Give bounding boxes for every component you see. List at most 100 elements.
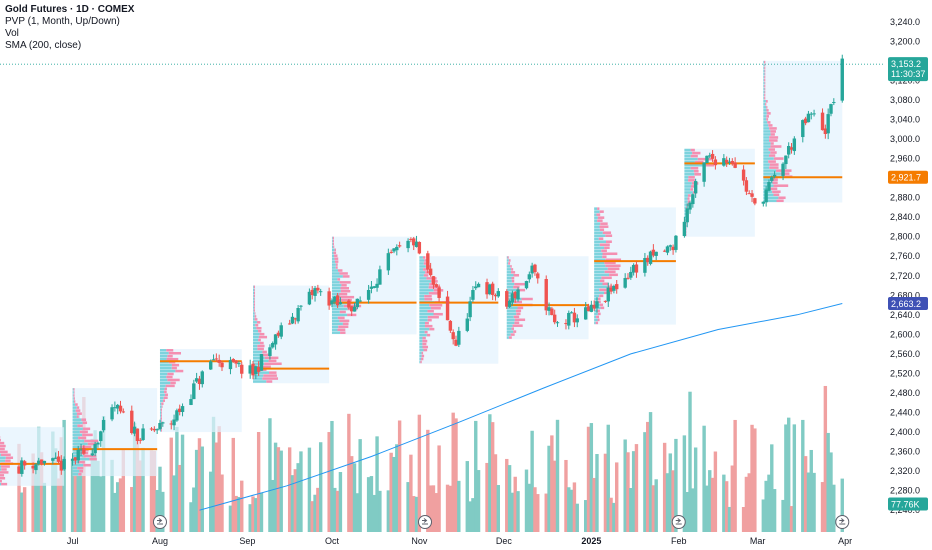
- candle-body: [536, 273, 540, 279]
- profile-down-bar: [597, 219, 603, 222]
- volume-bar: [832, 484, 836, 532]
- profile-up-bar: [763, 72, 765, 76]
- profile-down-bar: [766, 106, 768, 109]
- volume-bar: [115, 482, 120, 532]
- volume-bar: [335, 490, 340, 532]
- candle-body: [389, 251, 393, 253]
- profile-up-bar: [159, 381, 171, 385]
- volume-bar: [20, 492, 24, 532]
- candle-body: [158, 423, 162, 430]
- candle-body: [615, 284, 619, 290]
- pvp-indicator-label[interactable]: PVP (1, Month, Up/Down): [5, 16, 120, 27]
- profile-down-bar: [73, 388, 75, 391]
- candle-body: [189, 399, 193, 405]
- volume-bar: [646, 421, 650, 532]
- candle-body: [316, 287, 320, 291]
- profile-up-bar: [72, 473, 79, 476]
- profile-up-bar: [159, 399, 163, 402]
- volume-bar: [485, 462, 489, 532]
- profile-down-bar: [0, 441, 5, 445]
- profile-down-bar: [424, 298, 433, 301]
- profile-up-bar: [594, 270, 605, 274]
- profile-up-bar: [594, 309, 598, 313]
- event-marker-icon[interactable]: [671, 515, 686, 529]
- candle-body: [513, 292, 517, 299]
- candle-body: [59, 460, 64, 471]
- profile-up-bar: [594, 237, 599, 240]
- profile-down-bar: [1, 468, 7, 471]
- candle-body: [753, 198, 757, 204]
- candle-body: [485, 282, 489, 295]
- volume-bar: [820, 482, 825, 532]
- volume-bar: [530, 430, 534, 532]
- profile-down-bar: [776, 199, 784, 203]
- volume-bar: [533, 487, 537, 532]
- volume-bar: [457, 480, 461, 532]
- profile-up-bar: [763, 148, 769, 151]
- profile-down-bar: [764, 75, 766, 79]
- profile-down-bar: [253, 294, 256, 297]
- candle-body: [211, 359, 216, 361]
- profile-up-bar: [72, 403, 76, 406]
- time-tick-label: Nov: [411, 536, 428, 546]
- vol-indicator-label[interactable]: Vol: [5, 28, 19, 39]
- profile-up-bar: [72, 451, 81, 455]
- profile-down-bar: [513, 330, 517, 333]
- profile-up-bar: [419, 348, 424, 352]
- profile-down-bar: [602, 231, 612, 234]
- profile-down-bar: [423, 348, 428, 352]
- profile-down-bar: [83, 454, 97, 458]
- event-marker-icon[interactable]: [152, 515, 167, 529]
- profile-up-bar: [763, 178, 772, 181]
- volume-bar: [220, 474, 224, 532]
- event-markers[interactable]: [152, 515, 850, 529]
- profile-up-bar: [159, 366, 172, 370]
- profile-down-bar: [511, 271, 516, 274]
- event-marker-icon[interactable]: [835, 515, 850, 529]
- profile-up-bar: [72, 412, 77, 415]
- profile-down-bar: [508, 336, 512, 339]
- profile-up-bar: [331, 281, 340, 284]
- candle-body: [552, 314, 557, 323]
- profile-up-bar: [419, 306, 431, 310]
- profile-down-bar: [164, 390, 167, 394]
- sma-indicator-label[interactable]: SMA (200, close): [5, 40, 82, 51]
- volume-bar: [22, 487, 27, 532]
- profile-up-bar: [684, 176, 689, 179]
- candle-body: [488, 284, 492, 295]
- profile-up-bar: [253, 326, 257, 330]
- profile-down-bar: [333, 251, 337, 255]
- candle-body: [530, 265, 534, 274]
- event-marker-icon[interactable]: [418, 515, 432, 529]
- profile-up-bar: [159, 354, 168, 358]
- price-axis[interactable]: 3,240.03,200.03,120.03,080.03,040.03,000…: [884, 0, 932, 550]
- profile-down-bar: [426, 277, 437, 280]
- volume-bar: [192, 487, 196, 532]
- candle-body: [812, 113, 816, 115]
- profile-down-bar: [84, 439, 99, 443]
- profile-up-bar: [763, 112, 767, 115]
- profile-down-bar: [599, 288, 607, 292]
- symbol-title[interactable]: Gold Futures · 1D · COMEX: [5, 4, 135, 15]
- profile-up-bar: [331, 251, 334, 255]
- candle-body: [544, 279, 548, 311]
- profile-up-bar: [763, 115, 767, 118]
- price-badges: 3,153.211:30:37 2,921.7 2,663.2 77.76K: [888, 57, 928, 511]
- profile-up-bar: [684, 166, 691, 170]
- candle-body: [355, 298, 360, 308]
- profile-down-bar: [253, 303, 256, 306]
- candle-body: [457, 330, 461, 345]
- candle-body: [575, 318, 579, 323]
- profile-up-bar: [506, 265, 511, 268]
- profile-up-bar: [419, 298, 425, 301]
- profile-up-bar: [763, 136, 770, 139]
- profile-down-bar: [340, 331, 346, 334]
- time-axis[interactable]: Jul Aug Sep Oct Nov Dec 2025 Feb Mar Apr: [67, 536, 852, 546]
- profile-up-bar: [684, 209, 686, 212]
- profile-up-bar: [594, 297, 598, 301]
- candle-body: [392, 248, 396, 252]
- candle-body: [454, 339, 458, 346]
- profile-down-bar: [599, 294, 604, 298]
